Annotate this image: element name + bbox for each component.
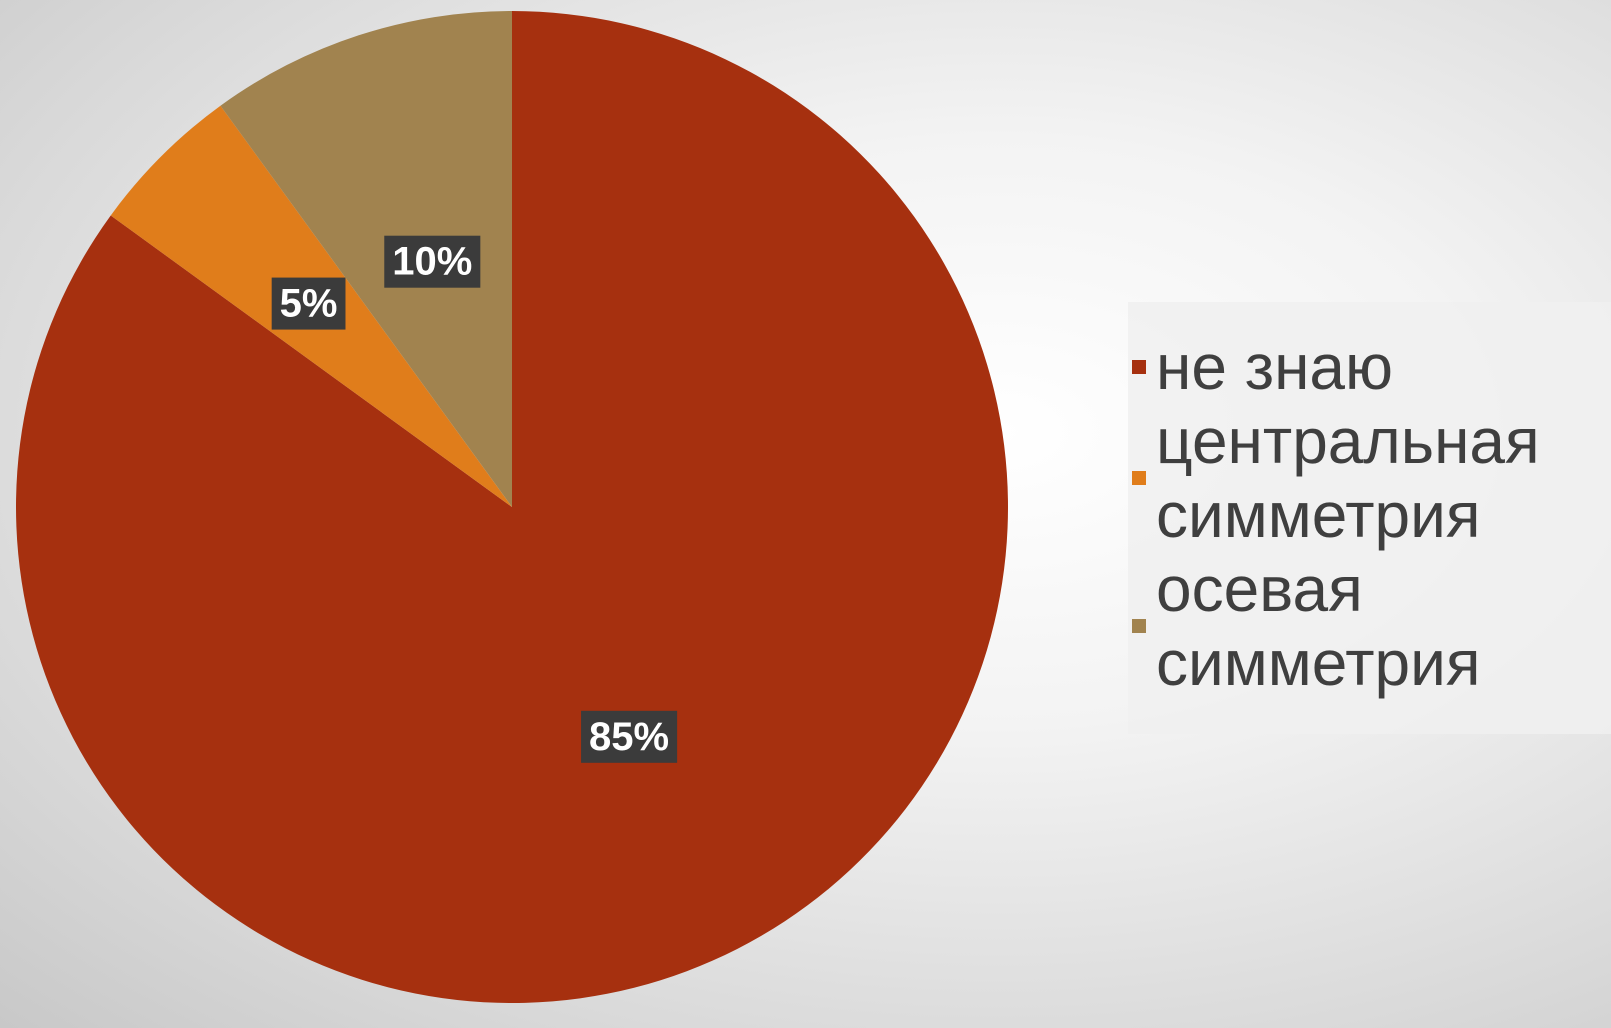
data-label-background bbox=[384, 235, 481, 288]
data-label-background bbox=[581, 710, 678, 763]
pie-data-labels: 85% 5% 10% bbox=[271, 235, 678, 763]
legend-swatch bbox=[1132, 471, 1146, 485]
legend-label: осевая симметрия bbox=[1156, 553, 1481, 699]
data-label-text: 85% bbox=[589, 715, 669, 759]
pie-slice-3 bbox=[220, 11, 512, 507]
data-label-background bbox=[271, 277, 346, 330]
legend-label: не знаю bbox=[1156, 331, 1393, 403]
data-label-text: 5% bbox=[280, 282, 338, 326]
chart-legend: не знаю центральная симметрия осевая сим… bbox=[1128, 302, 1611, 734]
data-label-1: 85% bbox=[581, 710, 678, 763]
legend-swatch bbox=[1132, 619, 1146, 633]
legend-label: центральная симметрия bbox=[1156, 405, 1540, 551]
legend-entry-ne-znayu: не знаю bbox=[1128, 330, 1611, 404]
data-label-3: 10% bbox=[384, 235, 481, 288]
pie-slices bbox=[16, 10, 1009, 1003]
legend-entry-centralnaya-simmetriya: центральная симметрия bbox=[1128, 404, 1611, 552]
data-label-text: 10% bbox=[392, 240, 472, 284]
data-label-2: 5% bbox=[271, 277, 346, 330]
pie-slice-1 bbox=[16, 10, 1009, 1003]
legend-swatch bbox=[1132, 360, 1146, 374]
legend-entry-osevaya-simmetriya: осевая симметрия bbox=[1128, 552, 1611, 700]
